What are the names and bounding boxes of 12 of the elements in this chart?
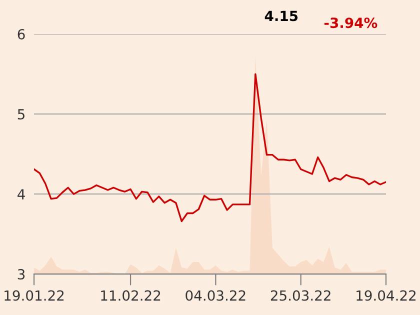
y-tick-label: 4 [18, 189, 25, 200]
line-series [34, 73, 386, 222]
x-tick-label: 19.04.22 [356, 290, 416, 301]
y-tick-label: 5 [18, 109, 24, 120]
x-tick-label: 19.01.22 [4, 290, 64, 301]
y-tick-label: 3 [18, 269, 25, 280]
x-tick-label: 25.03.22 [270, 290, 330, 301]
text: 4.15 [264, 10, 298, 22]
x-tick-label: 04.03.22 [186, 290, 246, 301]
text: -3.94% [324, 18, 378, 28]
x-tick-label: 11.02.22 [101, 290, 160, 301]
y-tick-label: 6 [18, 28, 25, 40]
